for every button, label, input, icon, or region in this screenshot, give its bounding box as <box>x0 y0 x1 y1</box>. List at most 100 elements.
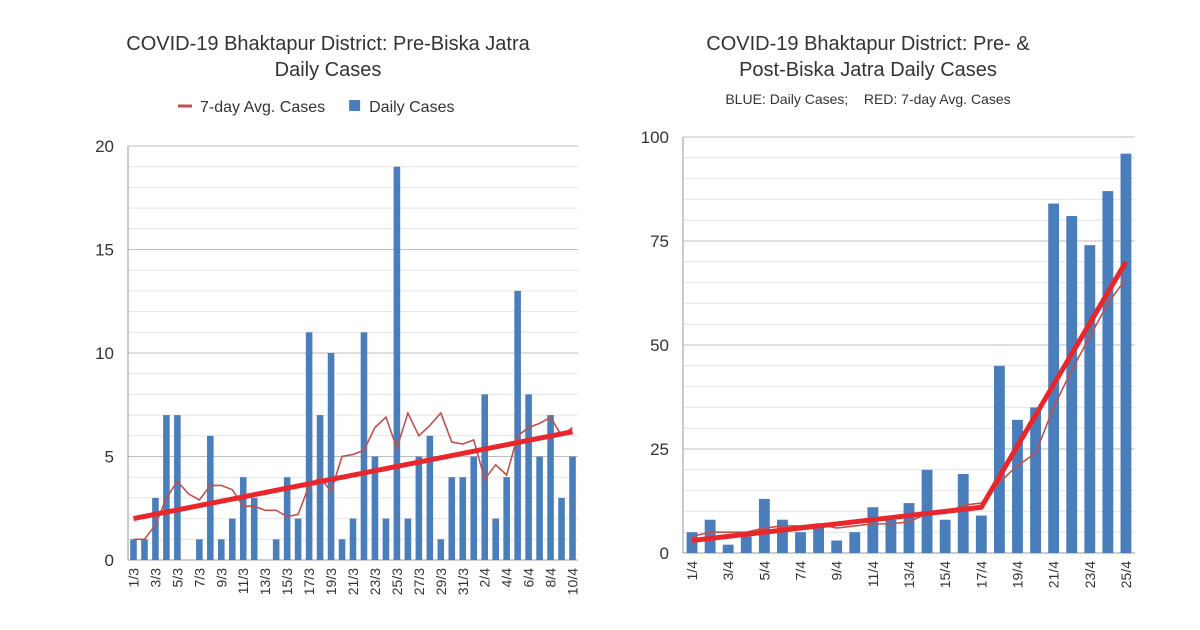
bar <box>404 518 412 560</box>
legend-label: 7-day Avg. Cases <box>200 99 325 116</box>
chart-title: COVID-19 Bhaktapur District: Pre- & <box>706 33 1030 55</box>
bar <box>885 519 897 553</box>
x-tick-label: 21/4 <box>1046 561 1062 588</box>
bar <box>272 539 280 560</box>
bar <box>141 539 148 560</box>
bar <box>382 518 390 560</box>
x-tick-label: 11/4 <box>865 561 881 587</box>
y-tick-label: 75 <box>650 232 669 251</box>
bar <box>218 539 225 560</box>
x-tick-label: 13/3 <box>257 568 273 595</box>
x-tick-label: 10/4 <box>565 568 581 595</box>
bar <box>903 503 915 553</box>
y-tick-label: 50 <box>650 336 669 355</box>
bar <box>1048 203 1060 553</box>
bar <box>1120 153 1132 553</box>
bar <box>207 435 214 560</box>
bar <box>993 365 1005 553</box>
x-tick-label: 7/4 <box>793 561 809 581</box>
bar <box>163 415 170 560</box>
bar <box>327 353 335 560</box>
legend-swatch <box>349 100 361 111</box>
bar <box>547 415 554 560</box>
bar <box>813 523 825 553</box>
bar <box>558 497 565 560</box>
x-tick-label: 15/3 <box>279 568 295 595</box>
bar <box>975 515 987 553</box>
bar <box>849 532 861 553</box>
x-tick-label: 3/3 <box>147 568 163 588</box>
x-tick-label: 6/4 <box>521 568 537 588</box>
bar <box>503 477 510 560</box>
y-tick-label: 10 <box>95 344 114 363</box>
bar <box>360 332 368 560</box>
x-tick-label: 11/3 <box>235 568 251 594</box>
bar <box>437 539 445 560</box>
x-tick-label: 19/4 <box>1009 561 1025 588</box>
bar <box>525 394 532 560</box>
bar <box>196 539 203 560</box>
bar <box>316 415 324 560</box>
x-tick-label: 15/4 <box>937 561 953 588</box>
bar <box>939 519 951 553</box>
x-tick-label: 13/4 <box>901 561 917 588</box>
bar <box>415 456 423 560</box>
x-tick-label: 23/4 <box>1082 561 1098 588</box>
x-tick-label: 25/3 <box>389 568 405 595</box>
bar <box>338 539 346 560</box>
x-tick-label: 5/3 <box>169 568 185 588</box>
bar <box>283 477 291 560</box>
bar <box>426 435 434 560</box>
y-tick-label: 0 <box>105 551 114 570</box>
bar <box>294 518 302 560</box>
bar <box>1102 191 1114 553</box>
bar <box>740 536 752 553</box>
avg-line <box>133 410 573 541</box>
trend-line <box>133 429 573 522</box>
bar <box>393 166 401 560</box>
bar <box>250 497 258 560</box>
x-tick-label: 19/3 <box>323 568 339 595</box>
x-tick-label: 5/4 <box>756 561 772 581</box>
bar <box>228 518 236 560</box>
x-tick-label: 17/3 <box>301 568 317 595</box>
bar <box>514 290 521 560</box>
avg-line <box>691 277 1127 538</box>
chart-subtitle: BLUE: Daily Cases; RED: 7-day Avg. Cases <box>725 91 1010 107</box>
bar <box>777 519 788 553</box>
bar <box>957 473 969 553</box>
bar <box>239 477 247 560</box>
bar <box>492 518 499 560</box>
bar <box>371 456 379 560</box>
y-tick-label: 15 <box>95 241 114 260</box>
chart-title: COVID-19 Bhaktapur District: Pre-Biska J… <box>126 33 530 55</box>
x-tick-label: 1/4 <box>684 561 700 581</box>
bar <box>867 507 879 553</box>
y-tick-label: 20 <box>95 137 114 156</box>
x-tick-label: 7/3 <box>191 568 207 588</box>
x-tick-label: 4/4 <box>499 568 515 588</box>
x-tick-label: 9/4 <box>829 561 845 581</box>
chart-title: Post-Biska Jatra Daily Cases <box>739 59 997 81</box>
bar <box>470 456 478 560</box>
bar <box>305 332 313 560</box>
bar <box>722 544 734 553</box>
bar <box>536 456 543 560</box>
bar <box>130 539 137 560</box>
x-tick-label: 17/4 <box>973 561 989 588</box>
x-tick-label: 2/4 <box>477 568 493 588</box>
x-tick-label: 3/4 <box>720 561 736 581</box>
y-tick-label: 100 <box>641 128 669 147</box>
bar <box>1084 245 1096 553</box>
x-tick-label: 21/3 <box>345 568 361 595</box>
chart-title: Daily Cases <box>275 59 382 81</box>
y-tick-label: 0 <box>660 544 669 563</box>
bar <box>1066 216 1078 554</box>
x-tick-label: 8/4 <box>543 568 559 588</box>
bar <box>152 497 159 560</box>
x-tick-label: 9/3 <box>213 568 229 588</box>
y-tick-label: 5 <box>105 448 114 467</box>
bar <box>831 540 843 553</box>
bar <box>569 456 576 560</box>
